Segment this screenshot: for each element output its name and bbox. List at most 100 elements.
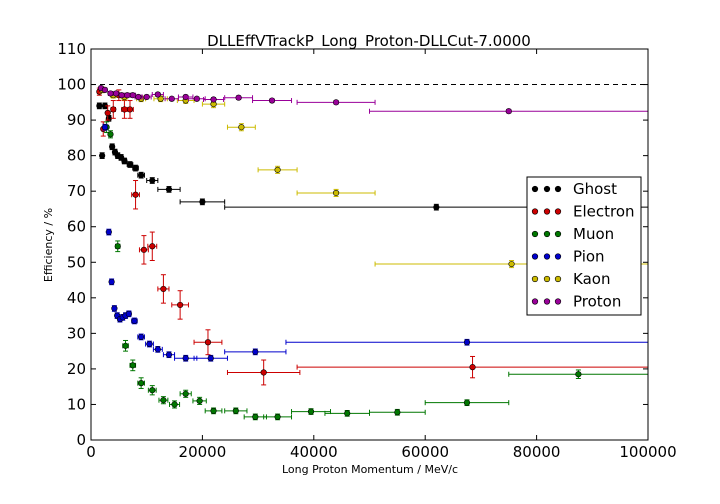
data-point [125, 310, 132, 317]
legend-marker [531, 298, 539, 305]
data-point [132, 191, 139, 198]
data-point [107, 131, 114, 138]
x-tick-label: 80000 [513, 443, 561, 461]
data-point [182, 355, 189, 362]
legend-marker [543, 230, 551, 238]
data-point [332, 189, 340, 197]
data-point [96, 102, 103, 109]
data-point [165, 351, 173, 358]
legend-label: Ghost [573, 180, 617, 198]
y-tick-label: 100 [57, 76, 86, 94]
legend-label: Pion [573, 248, 605, 266]
data-point [207, 355, 214, 362]
data-point [575, 371, 582, 378]
legend-marker [554, 230, 562, 238]
data-point [154, 346, 161, 353]
legend-marker [554, 208, 562, 215]
data-point [126, 161, 134, 168]
y-tick-label: 110 [57, 40, 86, 58]
data-point [132, 164, 139, 172]
data-point [107, 90, 114, 97]
y-tick-label: 20 [67, 360, 86, 378]
data-point [111, 305, 118, 312]
legend-label: Electron [573, 203, 635, 221]
y-tick-label: 40 [67, 289, 86, 307]
data-point [138, 380, 145, 387]
series-pion [101, 123, 649, 362]
data-point [108, 278, 115, 285]
legend-marker [554, 185, 562, 193]
legend-marker [543, 275, 551, 283]
data-point [129, 92, 136, 99]
data-point [138, 333, 145, 341]
x-tick-label: 60000 [401, 443, 449, 461]
legend-marker [531, 253, 539, 260]
data-point [463, 399, 471, 406]
chart-title: DLLEffVTrackP_Long_Proton-DLLCut-7.0000 [207, 32, 531, 51]
legend-marker [531, 185, 539, 193]
data-point [252, 413, 259, 420]
data-point [129, 362, 136, 369]
data-point [149, 387, 156, 394]
data-point [274, 413, 281, 420]
data-point [101, 124, 109, 131]
data-point [199, 198, 206, 205]
data-point [307, 408, 315, 415]
legend-marker [531, 230, 539, 238]
data-point [204, 339, 212, 346]
data-point [394, 409, 401, 416]
data-point [232, 407, 239, 414]
plot-frame [90, 48, 649, 441]
legend-marker [554, 253, 562, 260]
y-tick-label: 50 [67, 253, 86, 271]
data-point [332, 99, 340, 106]
x-tick-label: 20000 [179, 443, 227, 461]
legend: Ghost Electron Muon Pion Kaon Proton [526, 176, 642, 316]
legend-marker [554, 298, 562, 305]
data-series [96, 84, 649, 421]
data-point [105, 228, 112, 236]
data-point [210, 407, 217, 414]
data-point [268, 97, 276, 104]
x-tick-label: 0 [86, 443, 96, 461]
y-axis-label: Efficiency / % [42, 208, 55, 282]
data-point [146, 340, 153, 348]
data-point [160, 285, 167, 293]
data-point [196, 397, 203, 405]
data-point [238, 124, 245, 131]
data-point [260, 369, 267, 376]
data-point [149, 243, 156, 250]
legend-marker [543, 185, 551, 193]
data-point [165, 186, 173, 193]
y-tick-label: 60 [67, 218, 86, 236]
data-point [143, 93, 150, 101]
data-point [126, 106, 134, 113]
data-point [182, 390, 189, 397]
data-point [274, 166, 281, 173]
legend-marker [543, 298, 551, 305]
legend-label: Muon [573, 225, 614, 243]
data-point [112, 90, 120, 97]
data-point [104, 109, 111, 117]
data-point [149, 177, 156, 184]
data-point [160, 397, 167, 404]
data-point [344, 410, 351, 417]
series-proton [97, 84, 649, 115]
x-tick-label: 100000 [619, 443, 676, 461]
y-tick-label: 30 [67, 324, 86, 342]
legend-marker [531, 275, 539, 283]
data-point [154, 91, 161, 98]
legend-marker [554, 275, 562, 283]
data-point [131, 317, 138, 325]
data-point [135, 93, 142, 101]
data-point [122, 342, 129, 349]
legend-marker [543, 253, 551, 260]
y-tick-label: 90 [67, 111, 86, 129]
data-point [463, 339, 471, 346]
data-point [138, 172, 145, 179]
legend-marker [543, 208, 551, 215]
data-point [118, 92, 125, 99]
legend-label: Proton [573, 293, 621, 311]
data-point [157, 95, 164, 102]
